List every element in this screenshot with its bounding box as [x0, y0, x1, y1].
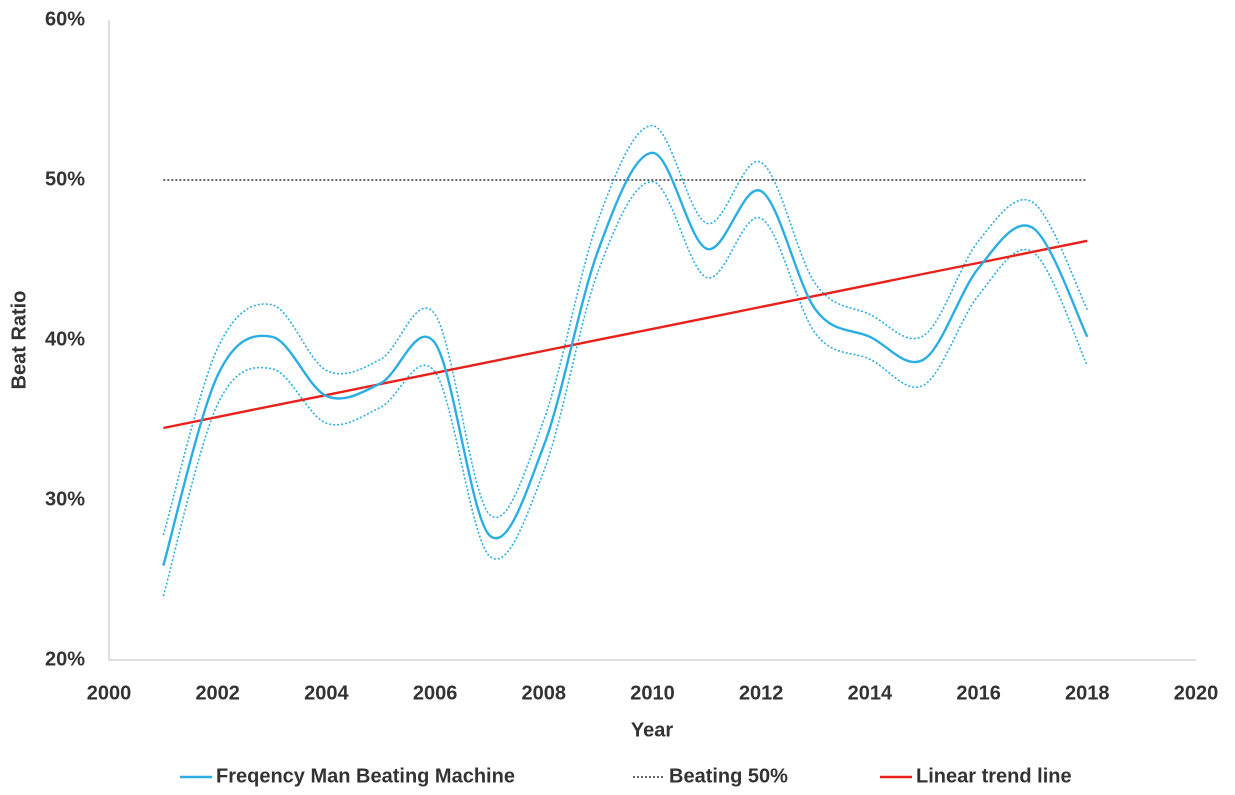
- legend-label: Beating 50%: [669, 765, 788, 787]
- x-tick-label: 2016: [956, 682, 1001, 704]
- y-tick-label: 30%: [45, 488, 85, 510]
- y-tick-label: 50%: [45, 168, 85, 190]
- x-tick-label: 2002: [195, 682, 240, 704]
- x-tick-label: 2008: [522, 682, 567, 704]
- band-upper: [162, 124, 1089, 536]
- line-series: [162, 151, 1089, 566]
- legend-label: Linear trend line: [916, 765, 1072, 787]
- line-series: [163, 239, 1088, 430]
- y-axis-title: Beat Ratio: [8, 291, 30, 390]
- x-tick-label: 2014: [848, 682, 893, 704]
- x-tick-label: 2000: [87, 682, 132, 704]
- y-tick-label: 20%: [45, 648, 85, 670]
- band-lower: [162, 180, 1089, 597]
- x-tick-label: 2018: [1065, 682, 1110, 704]
- x-tick-label: 2004: [304, 682, 349, 704]
- y-tick-label: 60%: [45, 8, 85, 30]
- x-tick-label: 2006: [413, 682, 458, 704]
- x-tick-label: 2010: [630, 682, 675, 704]
- legend-label: Freqency Man Beating Machine: [216, 765, 515, 787]
- x-axis-title: Year: [631, 719, 673, 741]
- x-tick-label: 2012: [739, 682, 784, 704]
- x-tick-label: 2020: [1174, 682, 1219, 704]
- y-tick-label: 40%: [45, 328, 85, 350]
